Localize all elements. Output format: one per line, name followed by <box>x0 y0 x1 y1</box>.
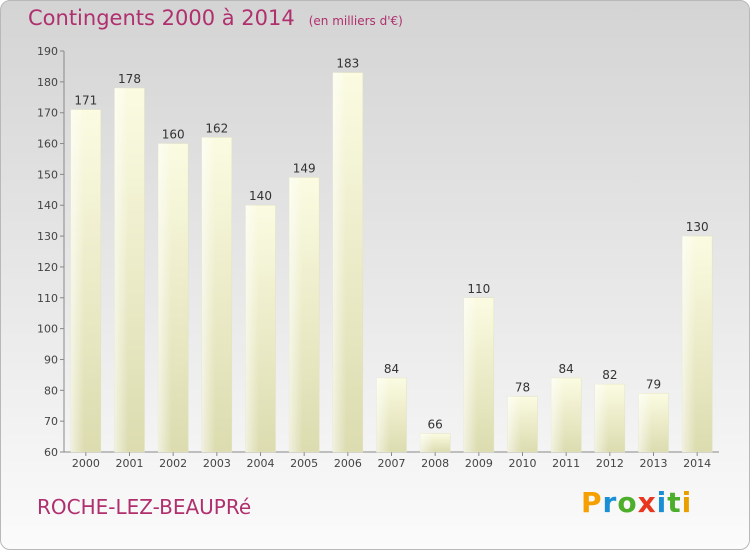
logo-letter: r <box>602 486 618 519</box>
logo-letter: i <box>681 486 693 519</box>
bar-highlight <box>638 393 652 452</box>
data-label: 183 <box>336 57 359 71</box>
x-tick-label: 2003 <box>203 457 231 470</box>
data-label: 149 <box>293 161 316 175</box>
bar-highlight <box>420 433 434 452</box>
data-label: 82 <box>602 368 617 382</box>
bar-highlight <box>114 88 128 452</box>
x-tick-label: 2013 <box>640 457 668 470</box>
x-tick-label: 2008 <box>421 457 449 470</box>
x-tick-label: 2009 <box>465 457 493 470</box>
y-tick-label: 60 <box>44 446 58 459</box>
logo-letter: i <box>656 486 668 519</box>
x-tick-label: 2007 <box>378 457 406 470</box>
bar-highlight <box>289 177 303 452</box>
logo-letter: o <box>617 486 638 519</box>
x-tick-label: 2001 <box>116 457 144 470</box>
x-tick-label: 2012 <box>596 457 624 470</box>
x-tick-label: 2010 <box>509 457 537 470</box>
data-label: 171 <box>74 94 97 108</box>
bar-highlight <box>594 384 609 452</box>
bar-highlight <box>376 377 390 452</box>
y-tick-label: 140 <box>37 199 58 212</box>
bar-highlight <box>682 236 696 452</box>
bar-highlight <box>551 377 565 452</box>
bar-highlight <box>201 137 216 452</box>
bar-highlight <box>463 297 478 452</box>
data-label: 79 <box>646 377 661 391</box>
commune-name: ROCHE-LEZ-BEAUPRé <box>37 495 252 519</box>
y-tick-label: 180 <box>37 76 58 89</box>
bar-highlight <box>70 109 85 452</box>
proxiti-logo: Proxiti <box>581 486 692 519</box>
y-tick-label: 160 <box>37 138 58 151</box>
data-label: 84 <box>384 362 399 376</box>
data-label: 110 <box>467 282 490 296</box>
data-label: 130 <box>686 220 709 234</box>
data-label: 162 <box>205 121 228 135</box>
x-tick-label: 2000 <box>72 457 100 470</box>
y-tick-label: 130 <box>37 230 58 243</box>
title-text: Contingents 2000 à 2014 <box>28 6 295 30</box>
x-tick-label: 2004 <box>247 457 275 470</box>
x-tick-label: 2005 <box>290 457 318 470</box>
y-tick-label: 70 <box>44 415 58 428</box>
logo-letter: P <box>581 486 603 519</box>
y-tick-label: 120 <box>37 261 58 274</box>
data-label: 84 <box>559 362 574 376</box>
logo-letter: x <box>637 486 657 519</box>
y-tick-label: 110 <box>37 292 58 305</box>
x-tick-label: 2002 <box>159 457 187 470</box>
y-tick-label: 90 <box>44 353 58 366</box>
chart-subtitle: (en milliers d'€) <box>308 14 403 28</box>
data-label: 140 <box>249 189 272 203</box>
bar-highlight <box>245 205 259 452</box>
bar-highlight <box>332 72 347 452</box>
logo-letter: t <box>667 486 682 519</box>
x-tick-label: 2006 <box>334 457 362 470</box>
data-label: 178 <box>118 72 141 86</box>
y-tick-label: 170 <box>37 107 58 120</box>
y-tick-label: 190 <box>37 45 58 58</box>
bar-highlight <box>158 143 172 453</box>
y-tick-label: 150 <box>37 168 58 181</box>
chart-title: Contingents 2000 à 2014 (en milliers d'€) <box>28 6 403 30</box>
y-tick-label: 100 <box>37 323 58 336</box>
data-label: 78 <box>515 380 530 394</box>
data-label: 160 <box>162 128 185 142</box>
x-tick-label: 2014 <box>683 457 711 470</box>
x-tick-label: 2011 <box>552 457 580 470</box>
bar-highlight <box>507 396 521 452</box>
y-tick-label: 80 <box>44 384 58 397</box>
data-label: 66 <box>428 417 443 431</box>
